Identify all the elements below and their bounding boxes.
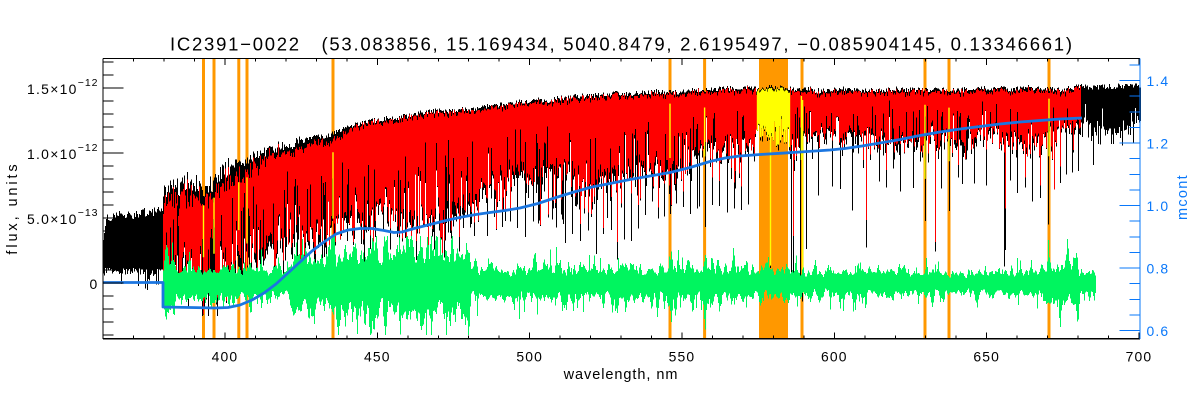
svg-text:0.6: 0.6 [1147, 323, 1170, 339]
svg-text:500: 500 [516, 349, 543, 365]
svg-text:0: 0 [90, 276, 99, 292]
svg-text:0.8: 0.8 [1147, 261, 1170, 277]
svg-text:1.0: 1.0 [1147, 198, 1170, 214]
svg-text:1.2: 1.2 [1147, 136, 1170, 152]
svg-text:400: 400 [212, 349, 239, 365]
svg-text:450: 450 [364, 349, 391, 365]
svg-text:550: 550 [669, 349, 696, 365]
svg-text:IC2391−0022 (53.083856, 15.1: IC2391−0022 (53.083856, 15.169434, 5040.… [170, 34, 1072, 55]
svg-text:600: 600 [821, 349, 848, 365]
svg-text:flux, units: flux, units [5, 161, 21, 254]
svg-text:wavelength, nm: wavelength, nm [563, 367, 679, 383]
svg-text:mcont: mcont [1175, 174, 1191, 220]
svg-text:1.4: 1.4 [1147, 73, 1170, 89]
svg-text:700: 700 [1126, 349, 1153, 365]
svg-text:650: 650 [973, 349, 1000, 365]
